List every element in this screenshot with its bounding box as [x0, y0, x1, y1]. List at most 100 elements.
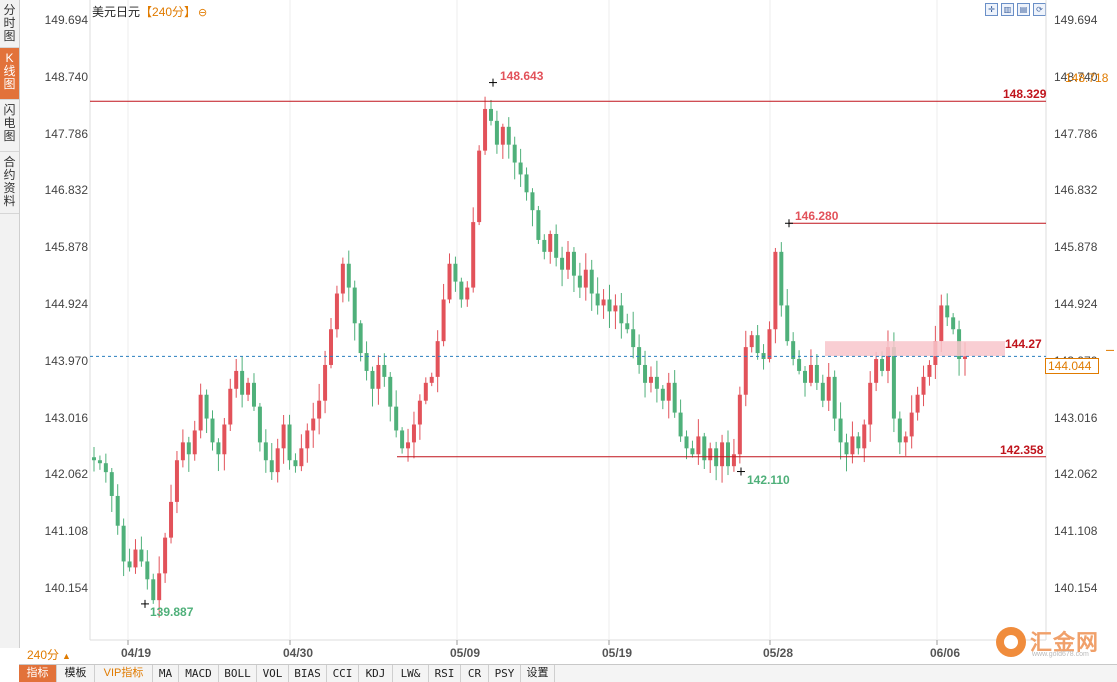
candle-body [880, 359, 885, 371]
candle-body [897, 418, 902, 443]
candle-body [536, 210, 541, 240]
candle-body [862, 424, 867, 449]
y-tick-left: 145.878 [44, 240, 88, 255]
y-tick-right: 141.108 [1054, 524, 1098, 539]
candle-body [666, 382, 671, 401]
candle-body [281, 424, 286, 449]
y-tick-left: 143.970 [44, 353, 88, 368]
support-label: 142.358 [1000, 442, 1044, 457]
candle-body [115, 495, 120, 526]
candle-body [352, 287, 357, 324]
candle-body [826, 376, 831, 401]
indicator-tab[interactable]: MA [153, 665, 179, 682]
candle-body [524, 174, 529, 193]
indicator-tab[interactable]: CR [461, 665, 489, 682]
indicator-tab[interactable]: VIP指标 [95, 665, 153, 682]
y-tick-left: 148.740 [44, 69, 88, 84]
tab-kline[interactable]: K线图 [0, 48, 19, 100]
candle-body [311, 418, 316, 431]
candle-body [773, 251, 778, 330]
candle-body [619, 305, 624, 324]
candle-body [542, 239, 547, 252]
period-label: 【240分】 [140, 5, 197, 19]
candle-body [743, 347, 748, 395]
candle-body [654, 376, 659, 389]
indicator-tab[interactable]: KDJ [359, 665, 393, 682]
candle-body [601, 299, 606, 306]
candle-body [228, 388, 233, 425]
indicator-tab[interactable]: BIAS [289, 665, 327, 682]
candle-body [287, 424, 292, 461]
chart-style-icon[interactable]: ▥ [1001, 3, 1014, 16]
candle-body [874, 359, 879, 383]
y-tick-right: 146.832 [1054, 183, 1098, 198]
candle-body [406, 442, 411, 449]
low2-label: 142.110 [747, 472, 790, 487]
crosshair-icon[interactable]: ✛ [985, 3, 998, 16]
candle-body [797, 359, 802, 371]
candle-body [139, 549, 144, 562]
indicator-tab[interactable]: PSY [489, 665, 521, 682]
side-tab-strip: 分时图 K线图 闪电图 合约资料 [0, 0, 20, 648]
period-selector-label: 240分 [27, 648, 60, 662]
candle-body [364, 353, 369, 371]
tab-contract-info[interactable]: 合约资料 [0, 152, 19, 214]
candle-body [921, 376, 926, 395]
candle-body [702, 436, 707, 461]
period-selector[interactable]: 240分 ▲ [27, 646, 85, 664]
candle-body [755, 335, 760, 354]
candle-body [234, 370, 239, 389]
candle-body [163, 537, 168, 574]
y-tick-right: 147.786 [1054, 126, 1098, 141]
tab-flash-chart[interactable]: 闪电图 [0, 100, 19, 152]
indicator-tab[interactable]: 设置 [521, 665, 555, 682]
tab-contract-info-label: 合约资料 [3, 155, 16, 208]
indicator-tab[interactable]: MACD [179, 665, 219, 682]
watermark-logo: 汇金网 www.gold678.com [996, 625, 1106, 661]
candle-body [471, 222, 476, 288]
candle-body [216, 442, 221, 455]
tab-kline-label: K线图 [3, 51, 16, 91]
candle-body [678, 412, 683, 437]
candle-body [856, 436, 861, 449]
candle-body [571, 251, 576, 276]
candle-body [951, 317, 956, 330]
indicator-bar: 指标 模板 VIP指标 MA MACD BOLL VOL BIAS CCI KDJ LW& RSI CR… [19, 664, 1117, 682]
candle-body [708, 448, 713, 461]
candle-body [915, 394, 920, 413]
x-tick: 05/09 [450, 646, 481, 660]
bar-style-icon[interactable]: ▤ [1017, 3, 1030, 16]
high2-label: 146.280 [795, 209, 839, 224]
candle-body [832, 376, 837, 419]
indicator-tab[interactable]: VOL [257, 665, 289, 682]
candle-body [785, 305, 790, 342]
candle-body [222, 424, 227, 455]
indicator-tab[interactable]: RSI [429, 665, 461, 682]
candle-body [358, 323, 363, 354]
candle-body [779, 251, 784, 306]
indicator-tab[interactable]: BOLL [219, 665, 257, 682]
candle-body [767, 329, 772, 360]
candle-body [791, 341, 796, 360]
candle-body [257, 406, 262, 443]
y-tick-left: 146.832 [44, 183, 88, 198]
candlestick-chart[interactable] [0, 0, 1117, 664]
current-price-tag: 144.044 [1045, 358, 1099, 375]
indicator-tab[interactable]: 模板 [57, 665, 95, 682]
y-tick-left: 142.062 [44, 467, 88, 482]
candle-body [186, 442, 191, 455]
candle-body [808, 364, 813, 383]
candle-body [447, 263, 452, 300]
candle-body [269, 460, 274, 473]
minus-circle-icon[interactable]: ⊖ [198, 7, 208, 19]
candle-body [435, 341, 440, 377]
candle-body [927, 364, 932, 377]
candle-body [263, 442, 268, 461]
indicator-tab[interactable]: 指标 [19, 665, 57, 682]
candle-body [423, 382, 428, 401]
indicator-tab[interactable]: LW& [393, 665, 429, 682]
tab-timeshare[interactable]: 分时图 [0, 0, 19, 48]
candle-body [459, 281, 464, 300]
candle-body [441, 299, 446, 342]
indicator-tab[interactable]: CCI [327, 665, 359, 682]
